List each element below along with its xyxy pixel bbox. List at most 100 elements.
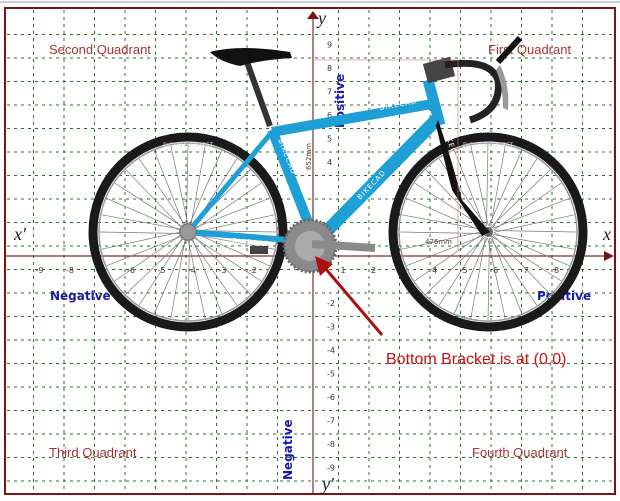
spoke xyxy=(106,198,183,232)
spoke xyxy=(101,231,183,250)
x-tick-label: 8 xyxy=(554,266,559,275)
arrow-head-icon xyxy=(315,256,333,276)
spoke xyxy=(487,237,490,321)
y-prime-label: y' xyxy=(320,474,335,494)
spoke xyxy=(114,233,183,282)
y-tick-label: 5 xyxy=(327,135,332,144)
x-tick-label: -4 xyxy=(188,266,196,275)
x-tick-label: 1 xyxy=(341,266,346,275)
y-tick-label: 8 xyxy=(327,64,332,73)
spoke xyxy=(493,214,575,233)
spoke xyxy=(492,158,538,229)
spoke xyxy=(170,145,189,227)
spoke xyxy=(101,214,183,230)
y-tick-label: -2 xyxy=(327,299,335,308)
stack-dimension: 652mm xyxy=(305,143,313,170)
spoke xyxy=(486,143,489,227)
y-tick-label: -6 xyxy=(327,393,335,402)
x-tick-label: -6 xyxy=(127,266,135,275)
spoke xyxy=(192,234,251,295)
spoke xyxy=(188,150,222,227)
spoke xyxy=(406,235,484,267)
y-tick-label: -8 xyxy=(327,440,335,449)
y-tick-label: 9 xyxy=(327,41,332,50)
x-tick-label: 5 xyxy=(463,266,468,275)
spoke xyxy=(193,214,275,233)
spoke xyxy=(438,235,484,306)
front-wheel: BICYCLE FOREST xyxy=(388,132,588,332)
y-tick-label: -9 xyxy=(327,464,335,473)
spoke xyxy=(453,150,485,228)
annotation-arrow xyxy=(323,267,384,336)
spoke xyxy=(488,150,522,227)
spoke xyxy=(187,237,206,319)
x-axis-label: x xyxy=(602,224,611,244)
spoke xyxy=(114,182,185,228)
crankset xyxy=(250,218,376,274)
spoke xyxy=(470,145,489,227)
y-axis-label: y xyxy=(316,8,326,28)
bicycle: BICYCLE FOREST BICYCLE FOREST BIKECAD BI… xyxy=(88,35,588,332)
bottom-bracket-annotation: Bottom Bracket is at (0,0) xyxy=(386,351,567,368)
handlebar xyxy=(444,59,502,124)
spoke xyxy=(106,235,184,267)
y-tick-label: -5 xyxy=(327,370,335,379)
third-quadrant-label: Third Quadrant xyxy=(49,445,137,460)
spoke xyxy=(490,145,506,227)
spoke xyxy=(401,231,483,250)
spoke xyxy=(190,145,206,227)
x-tick-label: 2 xyxy=(371,266,376,275)
spoke xyxy=(193,232,270,266)
spoke xyxy=(138,158,187,227)
spoke xyxy=(491,236,523,314)
x-tick-label: 7 xyxy=(524,266,529,275)
spoke xyxy=(186,143,189,227)
spoke xyxy=(414,233,483,282)
y-tick-label: -3 xyxy=(327,323,335,332)
spoke xyxy=(153,150,185,228)
x-tick-label: -3 xyxy=(219,266,227,275)
rear-wheel: BICYCLE FOREST xyxy=(88,132,288,332)
spoke xyxy=(189,237,238,306)
spoke xyxy=(425,236,486,295)
spoke xyxy=(192,197,270,229)
spoke xyxy=(154,237,188,314)
spoke xyxy=(406,198,483,232)
spoke xyxy=(492,234,551,295)
first-quadrant-label: First Quadrant xyxy=(488,42,571,57)
spoke xyxy=(193,182,262,231)
spoke xyxy=(493,234,575,250)
spoke xyxy=(489,237,538,306)
rear-tire-brand: BICYCLE FOREST xyxy=(163,142,213,149)
y-tick-label: 4 xyxy=(327,158,332,167)
seatpost xyxy=(244,60,273,128)
spoke xyxy=(191,236,223,314)
y-negative-label: Negative xyxy=(281,419,295,480)
spoke xyxy=(99,231,183,234)
x-axis-arrow-icon xyxy=(604,251,614,261)
y-tick-label: -7 xyxy=(327,417,335,426)
spoke xyxy=(490,169,551,228)
cassette xyxy=(179,223,197,241)
spoke xyxy=(125,169,184,230)
front-tire-brand: BICYCLE FOREST xyxy=(463,142,513,149)
second-quadrant-label: Second Quadrant xyxy=(49,42,151,57)
spoke xyxy=(187,237,190,321)
spoke xyxy=(493,182,562,231)
y-axis-arrow-icon xyxy=(307,11,319,19)
spoke xyxy=(170,237,186,319)
spoke xyxy=(191,236,262,282)
spoke xyxy=(492,197,570,229)
y-tick-label: -4 xyxy=(327,346,335,355)
spoke xyxy=(454,237,488,314)
x-tick-label: -2 xyxy=(249,266,257,275)
fourth-quadrant-label: Fourth Quadrant xyxy=(472,445,568,460)
x-tick-label: -8 xyxy=(66,266,74,275)
reach-dimension: 476mm xyxy=(425,238,452,246)
spoke xyxy=(399,231,483,234)
spoke xyxy=(493,230,577,233)
x-tick-label: -9 xyxy=(36,266,44,275)
chainstay-brand: BIKECAD xyxy=(232,237,271,248)
spoke xyxy=(470,237,486,319)
